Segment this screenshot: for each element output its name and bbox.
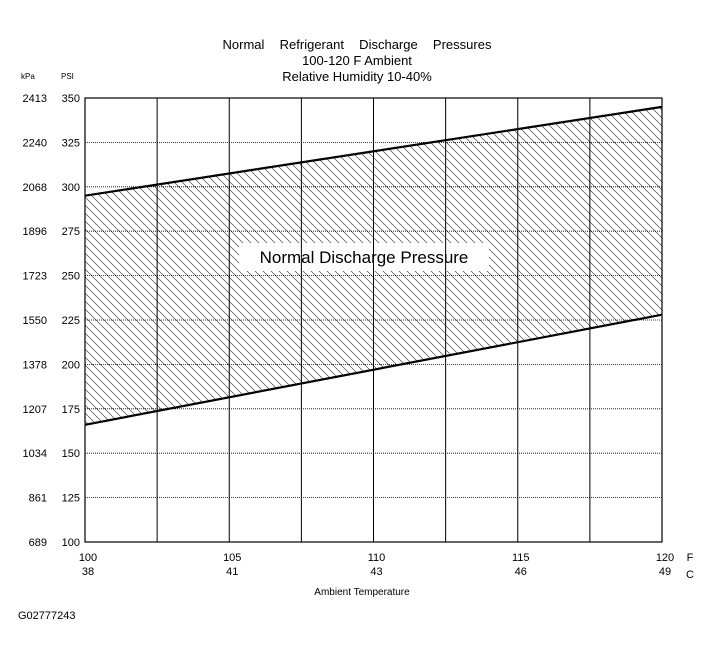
psi-tick-label: 150 [62, 448, 80, 460]
kpa-tick-label: 1034 [23, 448, 47, 460]
psi-tick-label: 225 [62, 315, 80, 327]
psi-tick-label: 200 [62, 359, 80, 371]
fahrenheit-tick-label: 105 [223, 552, 241, 564]
chart-title: Normal Refrigerant Discharge Pressures [222, 37, 492, 52]
celsius-tick-label: 43 [370, 566, 382, 578]
psi-tick-label: 275 [62, 226, 80, 238]
celsius-tick-label: 49 [659, 566, 671, 578]
celsius-tick-label: 46 [515, 566, 527, 578]
fahrenheit-unit-label: F [687, 552, 694, 564]
fahrenheit-tick-label: 110 [368, 552, 386, 564]
psi-tick-label: 325 [62, 137, 80, 149]
fahrenheit-tick-label: 115 [512, 552, 530, 564]
kpa-tick-label: 1378 [23, 359, 47, 371]
fahrenheit-tick-label: 100 [79, 552, 97, 564]
kpa-unit-label: kPa [21, 72, 35, 81]
psi-tick-label: 300 [62, 182, 80, 194]
lower-limit-line [84, 313, 663, 426]
kpa-tick-label: 1207 [23, 404, 47, 416]
chart-subtitle-humidity: Relative Humidity 10-40% [282, 69, 432, 84]
kpa-tick-label: 2413 [23, 93, 47, 105]
psi-unit-label: PSI [61, 72, 74, 81]
plot-frame [84, 97, 663, 543]
chart-subtitle-ambient: 100-120 F Ambient [302, 53, 412, 68]
band-label-background [239, 243, 489, 271]
upper-limit-line [84, 105, 663, 197]
kpa-tick-label: 2240 [23, 137, 47, 149]
kpa-tick-label: 2068 [23, 182, 47, 194]
kpa-tick-label: 861 [29, 493, 47, 505]
celsius-unit-label: C [686, 569, 694, 581]
figure-id: G02777243 [18, 610, 76, 622]
psi-tick-label: 175 [62, 404, 80, 416]
kpa-tick-label: 1896 [23, 226, 47, 238]
psi-tick-label: 250 [62, 271, 80, 283]
psi-tick-label: 100 [62, 537, 80, 549]
celsius-tick-label: 41 [226, 566, 238, 578]
kpa-tick-label: 689 [29, 537, 47, 549]
kpa-tick-label: 1550 [23, 315, 47, 327]
psi-tick-label: 350 [62, 93, 80, 105]
psi-tick-label: 125 [62, 493, 80, 505]
band-label: Normal Discharge Pressure [260, 248, 469, 267]
kpa-tick-label: 1723 [23, 271, 47, 283]
celsius-tick-label: 38 [82, 566, 94, 578]
x-axis-title: Ambient Temperature [314, 587, 410, 598]
fahrenheit-tick-label: 120 [656, 552, 674, 564]
